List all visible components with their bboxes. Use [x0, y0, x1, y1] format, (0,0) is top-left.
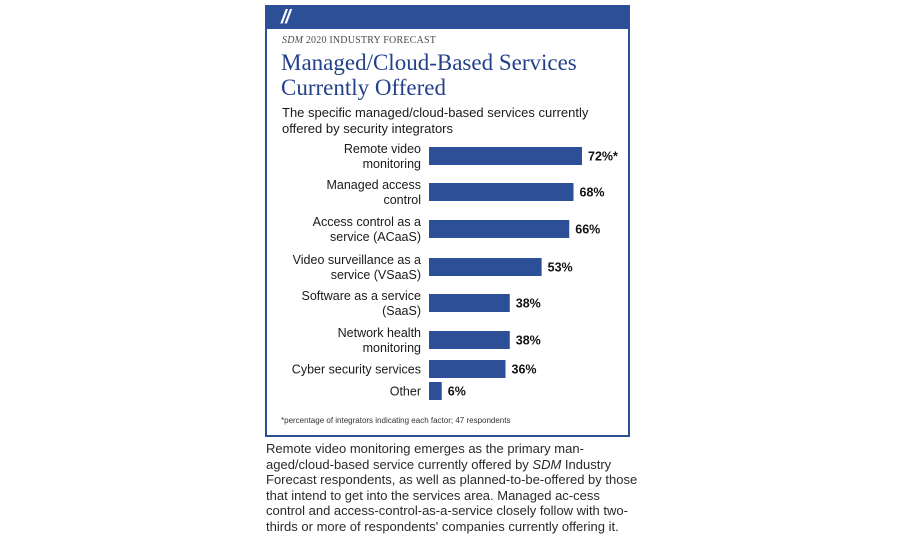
category-label-0-line-1: monitoring — [363, 157, 421, 171]
caption-italic: SDM — [532, 456, 562, 472]
caption-part1: Remote video monitoring emerges as the p… — [266, 441, 584, 472]
bar-0 — [429, 147, 582, 165]
bar-1 — [429, 183, 574, 201]
category-label-3-line-0: Video surveillance as a — [293, 253, 421, 267]
kicker-italic: SDM — [282, 35, 304, 46]
bar-2 — [429, 220, 570, 238]
kicker: SDM 2020 INDUSTRY FORECAST — [282, 35, 436, 46]
caption: Remote video monitoring emerges as the p… — [266, 441, 638, 534]
category-label-5-line-1: monitoring — [363, 341, 421, 355]
footnote: *percentage of integrators indicating ea… — [281, 416, 511, 425]
category-label-4-line-0: Software as a service — [302, 289, 422, 303]
category-label-0-line-0: Remote video — [344, 142, 421, 156]
category-label-7-line-0: Other — [390, 385, 421, 399]
value-label-7: 6% — [448, 385, 466, 399]
category-label-4-line-1: (SaaS) — [382, 304, 421, 318]
slashes-mark: // — [281, 7, 291, 28]
category-label-1-line-1: control — [383, 193, 421, 207]
value-label-3: 53% — [548, 261, 573, 275]
bar-7 — [429, 382, 442, 400]
category-label-1-line-0: Managed access — [326, 178, 421, 192]
caption-part2: Industry Forecast respondents, as well a… — [266, 456, 638, 534]
category-label-6-line-0: Cyber security services — [292, 363, 421, 377]
value-label-6: 36% — [512, 363, 537, 377]
kicker-text: 2020 INDUSTRY FORECAST — [305, 35, 437, 46]
value-label-2: 66% — [575, 223, 600, 237]
bar-6 — [429, 360, 506, 378]
value-label-5: 38% — [516, 334, 541, 348]
bar-5 — [429, 331, 510, 349]
bar-4 — [429, 294, 510, 312]
value-label-1: 68% — [580, 186, 605, 200]
category-label-5-line-0: Network health — [338, 326, 421, 340]
bar-3 — [429, 258, 542, 276]
category-label-2-line-1: service (ACaaS) — [330, 230, 421, 244]
value-label-4: 38% — [516, 297, 541, 311]
value-label-0: 72%* — [588, 150, 618, 164]
category-label-3-line-1: service (VSaaS) — [331, 268, 421, 282]
chart-subtitle: The specific managed/cloud-based service… — [282, 105, 589, 136]
chart-title: Managed/Cloud-Based Services Currently O… — [281, 50, 577, 100]
panel-header-band: // — [267, 7, 628, 29]
category-label-2-line-0: Access control as a — [313, 215, 421, 229]
